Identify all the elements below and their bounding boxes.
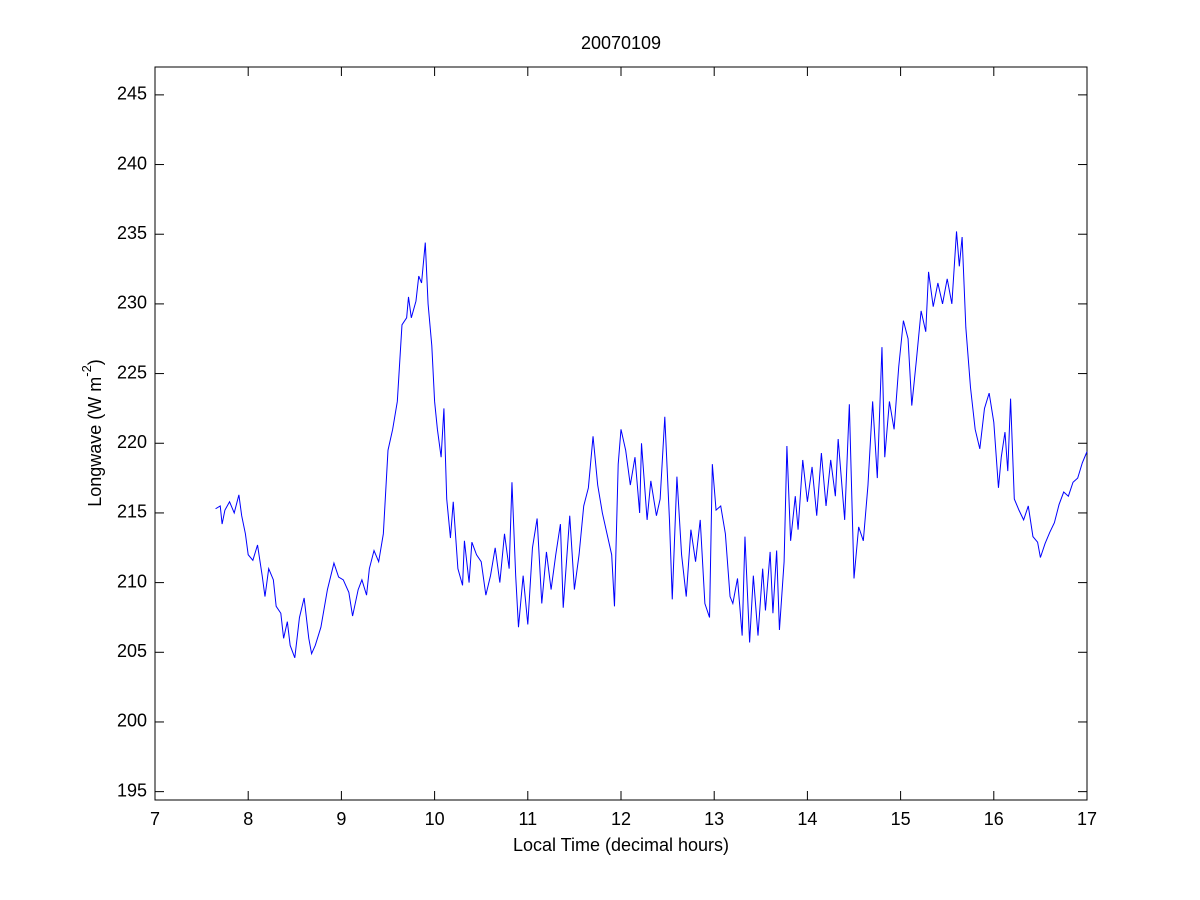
x-tick-label: 8 (243, 809, 253, 829)
y-tick-label: 225 (117, 362, 147, 382)
y-tick-label: 245 (117, 84, 147, 104)
y-axis-label-end: ) (85, 359, 105, 365)
y-tick-label: 230 (117, 293, 147, 313)
y-axis-label: Longwave (W m-2) (79, 359, 104, 507)
y-tick-label: 215 (117, 502, 147, 522)
x-tick-label: 14 (797, 809, 817, 829)
x-tick-label: 10 (425, 809, 445, 829)
x-tick-label: 11 (518, 809, 537, 829)
y-tick-label: 235 (117, 223, 147, 243)
y-tick-label: 195 (117, 780, 147, 800)
x-tick-label: 17 (1077, 809, 1097, 829)
x-tick-label: 15 (891, 809, 911, 829)
y-tick-label: 220 (117, 432, 147, 452)
x-axis-label: Local Time (decimal hours) (513, 835, 729, 855)
x-tick-label: 16 (984, 809, 1004, 829)
chart-title: 20070109 (581, 33, 661, 53)
y-axis-label-sup: -2 (79, 365, 94, 377)
y-axis-label-main: Longwave (W m (85, 377, 105, 507)
x-tick-label: 9 (336, 809, 346, 829)
y-tick-label: 240 (117, 153, 147, 173)
y-tick-label: 210 (117, 571, 147, 591)
y-tick-label: 205 (117, 641, 147, 661)
y-tick-label: 200 (117, 711, 147, 731)
x-tick-label: 12 (611, 809, 631, 829)
x-tick-label: 13 (704, 809, 724, 829)
x-tick-label: 7 (150, 809, 160, 829)
data-line (215, 231, 1088, 659)
